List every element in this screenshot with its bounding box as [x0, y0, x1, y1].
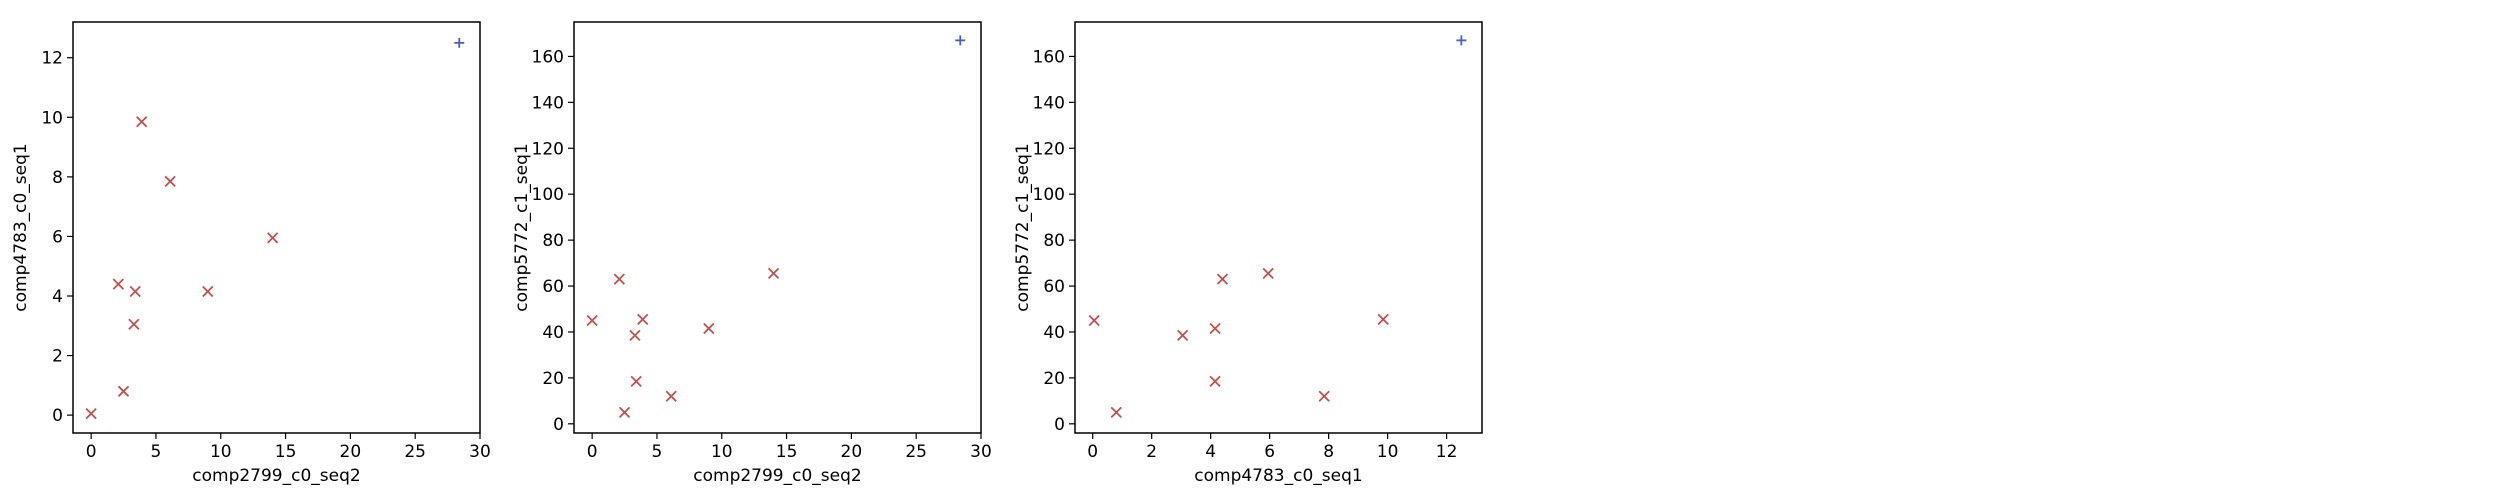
x-tick-label: 20: [340, 442, 362, 462]
data-point-x: [1177, 329, 1189, 342]
x-tick-label: 8: [1323, 442, 1334, 462]
data-point-x: [1088, 314, 1100, 327]
data-point-x: [629, 329, 641, 342]
data-point-plus: [955, 35, 966, 46]
data-point-x: [202, 285, 214, 298]
axes-frame: [573, 21, 982, 434]
data-point-x: [630, 375, 642, 387]
y-tick-label: 6: [52, 227, 63, 247]
y-tick-label: 140: [1033, 93, 1065, 113]
data-point-x: [129, 285, 141, 298]
x-tick-label: 2: [1146, 442, 1157, 462]
y-tick-label: 160: [532, 47, 564, 67]
data-point-x: [618, 406, 631, 418]
y-tick-label: 60: [542, 277, 564, 297]
axes-frame: [72, 21, 481, 434]
y-axis-label: comp5772_c1_seq1: [512, 143, 532, 311]
data-point-x: [112, 278, 125, 290]
x-tick-label: 30: [970, 442, 992, 462]
x-axis-label: comp2799_c0_seq2: [693, 466, 861, 486]
data-point-x: [767, 267, 780, 280]
x-tick-label: 15: [776, 442, 798, 462]
data-point-x: [586, 314, 598, 327]
data-point-x: [164, 175, 176, 187]
data-point-x: [117, 385, 130, 397]
data-point-x: [613, 273, 626, 285]
data-point-x: [665, 390, 677, 402]
y-tick-label: 100: [1033, 185, 1065, 205]
y-tick-label: 100: [532, 185, 564, 205]
y-tick-label: 4: [52, 287, 63, 307]
y-tick-label: 20: [1043, 369, 1065, 389]
x-tick-label: 20: [841, 442, 863, 462]
data-point-x: [85, 408, 97, 420]
y-tick-label: 12: [41, 49, 63, 69]
data-point-x: [128, 318, 140, 330]
x-tick-label: 12: [1436, 442, 1458, 462]
data-point-x: [703, 322, 715, 335]
data-point-x: [1377, 313, 1389, 325]
y-tick-label: 80: [542, 231, 564, 251]
y-tick-label: 40: [1043, 323, 1065, 343]
x-tick-label: 25: [905, 442, 927, 462]
data-point-x: [1262, 267, 1274, 280]
data-point-x: [1209, 322, 1221, 335]
y-tick-label: 10: [41, 108, 63, 128]
y-tick-label: 140: [532, 93, 564, 113]
data-point-plus: [1456, 35, 1467, 46]
y-tick-label: 2: [52, 347, 63, 367]
x-tick-label: 5: [652, 442, 663, 462]
data-point-x: [1110, 406, 1122, 418]
y-tick-label: 80: [1043, 231, 1065, 251]
x-tick-label: 30: [469, 442, 491, 462]
y-axis-label: comp5772_c1_seq1: [1013, 143, 1033, 311]
y-tick-label: 0: [52, 406, 63, 426]
x-tick-label: 6: [1264, 442, 1275, 462]
y-tick-label: 20: [542, 369, 564, 389]
y-axis-label: comp4783_c0_seq1: [11, 143, 31, 311]
x-tick-label: 0: [587, 442, 598, 462]
axes-frame: [1074, 21, 1483, 434]
y-tick-label: 60: [1043, 277, 1065, 297]
data-point-x: [1216, 273, 1229, 285]
y-tick-label: 120: [532, 139, 564, 159]
data-point-x: [1318, 390, 1330, 402]
y-tick-label: 120: [1033, 139, 1065, 159]
y-tick-label: 0: [1054, 415, 1065, 435]
x-tick-label: 10: [210, 442, 232, 462]
x-tick-label: 0: [1087, 442, 1098, 462]
x-axis-label: comp4783_c0_seq1: [1194, 466, 1362, 486]
y-tick-label: 160: [1033, 47, 1065, 67]
data-point-x: [637, 313, 649, 325]
x-tick-label: 4: [1205, 442, 1216, 462]
data-point-x: [1209, 375, 1221, 387]
x-tick-label: 25: [404, 442, 426, 462]
scatter-plot-1: 0 5 10 15 20 25 30 0 2 4 6 8 10 12 comp2799_c0_seq2 com…: [11, 21, 491, 486]
scatter-plot-2: 0 5 10 15 20 25 30 0 20 40 60 80 100 120 140 160 comp279…: [512, 21, 992, 486]
y-tick-label: 8: [52, 168, 63, 188]
x-axis-label: comp2799_c0_seq2: [192, 466, 360, 486]
x-tick-label: 10: [1377, 442, 1399, 462]
scatter-plot-3: 0 2 4 6 8 10 12020406080100120140160comp4783_c…: [1013, 21, 1483, 486]
x-tick-label: 15: [275, 442, 297, 462]
data-point-x: [136, 116, 148, 128]
y-tick-label: 40: [542, 323, 564, 343]
x-tick-label: 5: [151, 442, 162, 462]
x-tick-label: 0: [86, 442, 97, 462]
y-tick-label: 0: [553, 415, 564, 435]
data-point-plus: [454, 37, 465, 48]
data-point-x: [266, 232, 279, 244]
x-tick-label: 10: [711, 442, 733, 462]
